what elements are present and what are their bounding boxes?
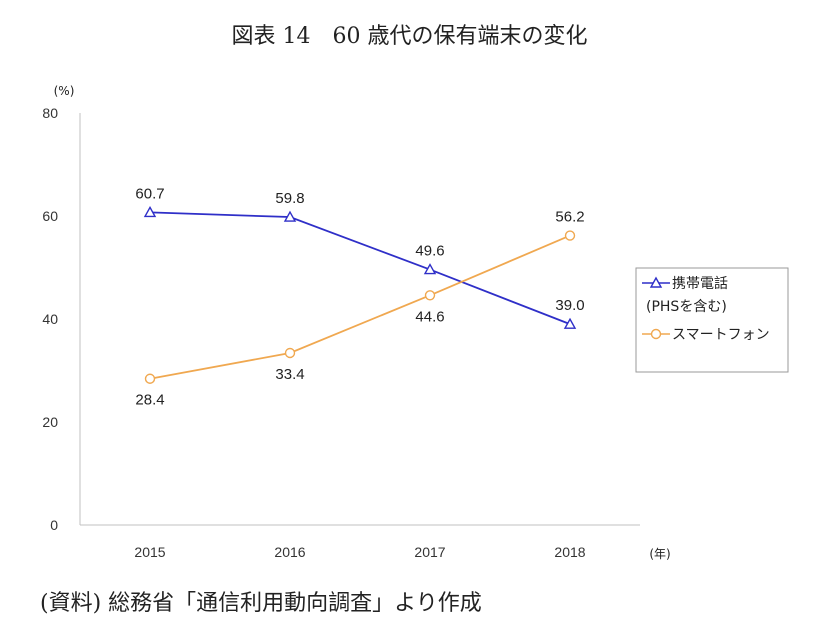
y-tick-label: 40 xyxy=(42,311,58,327)
data-label: 59.8 xyxy=(275,190,304,207)
y-tick-label: 20 xyxy=(42,414,58,430)
legend-marker-mobile-triangle xyxy=(649,276,663,288)
x-axis-unit: (年) xyxy=(649,547,670,561)
data-point-triangle xyxy=(283,210,297,222)
data-label: 49.6 xyxy=(415,243,444,260)
data-label: 39.0 xyxy=(555,297,584,314)
y-tick-label: 0 xyxy=(50,517,58,533)
series-line-1 xyxy=(149,234,571,380)
legend-marker-smartphone-circle xyxy=(650,328,662,340)
data-point-circle xyxy=(144,373,156,384)
data-point-triangle xyxy=(143,205,157,218)
legend-label-mobile: 携帯電話 xyxy=(672,275,728,292)
data-point-triangle xyxy=(563,317,577,329)
data-label: 44.6 xyxy=(415,308,444,325)
data-label: 33.4 xyxy=(275,366,304,383)
legend-box xyxy=(635,267,789,373)
x-tick-label: 2017 xyxy=(414,544,445,560)
data-label: 60.7 xyxy=(135,185,164,202)
legend-label-smartphone: スマートフォン xyxy=(672,327,770,343)
source-note: (資料) 総務省「通信利用動向調査」より作成 xyxy=(40,591,482,616)
y-axis-unit: (%) xyxy=(54,84,75,98)
data-label: 28.4 xyxy=(135,392,164,409)
x-tick-label: 2018 xyxy=(554,544,585,560)
data-point-circle xyxy=(424,290,436,301)
y-tick-label: 80 xyxy=(42,105,58,121)
x-tick-label: 2015 xyxy=(134,544,165,560)
x-tick-label: 2016 xyxy=(274,544,305,560)
legend: 携帯電話 (PHSを含む) スマートフォン xyxy=(635,267,789,373)
data-point-circle xyxy=(564,230,576,241)
legend-label-mobile-sub: (PHSを含む) xyxy=(646,299,727,315)
data-point-circle xyxy=(284,347,296,359)
y-tick-label: 60 xyxy=(42,208,58,224)
page-title: 図表 14 60 歳代の保有端末の変化 xyxy=(231,24,588,49)
data-label: 56.2 xyxy=(555,209,584,226)
series-line-0 xyxy=(149,211,571,325)
data-point-triangle xyxy=(423,263,437,275)
